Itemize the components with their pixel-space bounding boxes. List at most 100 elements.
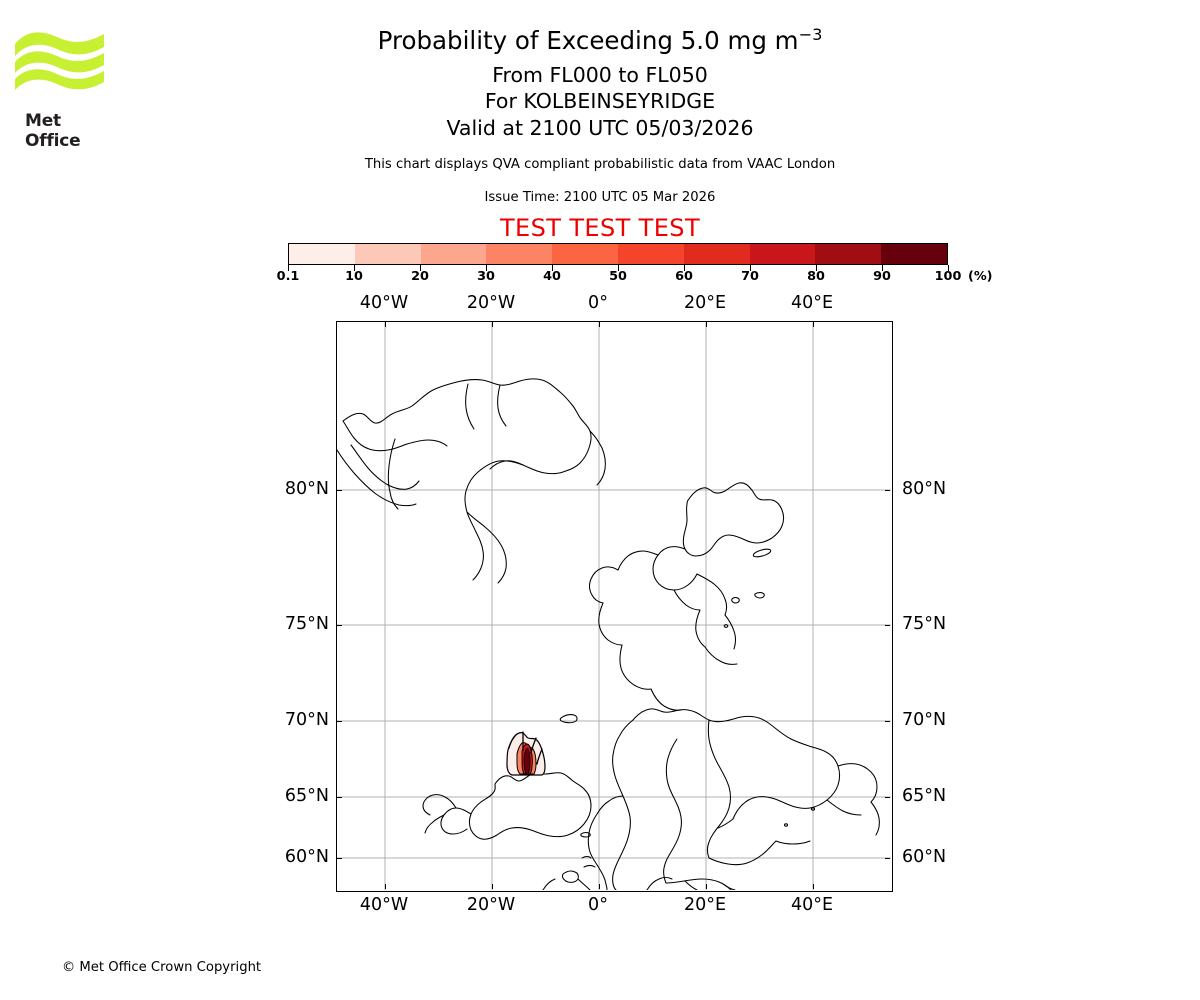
coastline-greenland xyxy=(337,378,606,584)
lon-label-bottom-2: 0° xyxy=(588,895,608,915)
colorbar-tick-50 xyxy=(618,265,619,271)
axis-tick xyxy=(337,797,342,798)
colorbar-tick-90 xyxy=(882,265,883,271)
colorbar-band-7 xyxy=(749,244,816,264)
lat-label-right-0: 80°N xyxy=(902,479,947,499)
axis-tick xyxy=(885,490,890,491)
axis-tick xyxy=(337,721,342,722)
colorbar-label-30: 30 xyxy=(477,269,495,284)
axis-tick xyxy=(337,625,342,626)
colorbar-band-2 xyxy=(420,244,487,264)
colorbar-band-0 xyxy=(289,244,355,264)
axis-tick xyxy=(599,322,600,327)
lat-label-left-4: 60°N xyxy=(284,847,329,867)
lat-label-right-3: 65°N xyxy=(902,786,947,806)
colorbar-tick-30 xyxy=(486,265,487,271)
lon-label-top-2: 0° xyxy=(588,293,608,313)
axis-tick xyxy=(492,322,493,327)
map-plot-area xyxy=(336,321,893,892)
colorbar-band-8 xyxy=(815,244,882,264)
colorbar-tick-60 xyxy=(684,265,685,271)
lon-label-bottom-1: 20°W xyxy=(466,895,516,915)
qva-compliance-note: This chart displays QVA compliant probab… xyxy=(364,157,836,172)
colorbar-label-50: 50 xyxy=(609,269,627,284)
colorbar-tick-labels: 0.1 10 20 30 40 50 60 70 80 90 100 xyxy=(238,269,998,289)
colorbar-label-0.1: 0.1 xyxy=(276,269,300,284)
axis-tick xyxy=(885,721,890,722)
lon-label-top-0: 40°W xyxy=(359,293,409,313)
lon-label-top-1: 20°W xyxy=(466,293,516,313)
volcano-subtitle: For KOLBEINSEYRIDGE xyxy=(484,89,716,113)
colorbar-tick-70 xyxy=(750,265,751,271)
coastline-iceland xyxy=(422,772,592,840)
lat-label-left-0: 80°N xyxy=(284,479,329,499)
colorbar-ticks xyxy=(288,265,949,273)
axis-tick xyxy=(813,322,814,327)
colorbar-label-10: 10 xyxy=(345,269,363,284)
axis-tick xyxy=(813,884,814,889)
axis-tick xyxy=(337,858,342,859)
lon-label-bottom-4: 40°E xyxy=(790,895,834,915)
axis-tick xyxy=(385,322,386,327)
axis-tick xyxy=(885,858,890,859)
flight-level-subtitle: From FL000 to FL050 xyxy=(492,63,708,87)
lat-label-right-4: 60°N xyxy=(902,847,947,867)
coastline-scandinavia xyxy=(587,708,880,890)
colorbar-band-6 xyxy=(683,244,750,264)
axis-tick xyxy=(885,797,890,798)
colorbar-label-70: 70 xyxy=(741,269,759,284)
logo-waves-icon xyxy=(15,32,104,90)
colorbar-tick-100 xyxy=(948,265,949,271)
valid-time-subtitle: Valid at 2100 UTC 05/03/2026 xyxy=(446,116,754,140)
lon-label-top-3: 20°E xyxy=(683,293,727,313)
logo-wordmark: Met Office xyxy=(25,111,81,151)
axis-tick xyxy=(885,625,890,626)
axis-tick xyxy=(706,884,707,889)
page-title: Probability of Exceeding 5.0 mg m−3 xyxy=(150,25,1050,56)
colorbar-tick-80 xyxy=(816,265,817,271)
axis-tick xyxy=(385,884,386,889)
lon-label-bottom-3: 20°E xyxy=(683,895,727,915)
title-text: Probability of Exceeding 5.0 mg m xyxy=(377,26,799,56)
colorbar-tick-10 xyxy=(354,265,355,271)
colorbar-tick-20 xyxy=(420,265,421,271)
lat-label-left-2: 70°N xyxy=(284,710,329,730)
axis-tick xyxy=(599,884,600,889)
colorbar-band-1 xyxy=(354,244,421,264)
colorbar-label-90: 90 xyxy=(873,269,891,284)
copyright-notice: © Met Office Crown Copyright xyxy=(62,960,262,975)
map-coastlines xyxy=(337,322,891,890)
colorbar-tick-40 xyxy=(552,265,553,271)
colorbar-gradient xyxy=(288,243,948,265)
coastline-british-isles xyxy=(542,864,596,890)
axis-tick xyxy=(337,490,342,491)
coastline-svalbard xyxy=(589,482,785,711)
probability-colorbar xyxy=(288,243,948,265)
map-gridlines xyxy=(337,322,891,890)
colorbar-label-60: 60 xyxy=(675,269,693,284)
coastline-small-islands xyxy=(559,624,729,859)
colorbar-label-20: 20 xyxy=(411,269,429,284)
coastline-baltic xyxy=(646,876,736,890)
lat-label-left-1: 75°N xyxy=(284,614,329,634)
lat-label-left-3: 65°N xyxy=(284,786,329,806)
colorbar-band-9 xyxy=(881,244,947,264)
colorbar-band-5 xyxy=(617,244,684,264)
ash-probability-plume xyxy=(506,731,546,776)
colorbar-unit-label: (%) xyxy=(968,269,993,284)
lat-label-right-2: 70°N xyxy=(902,710,947,730)
lon-label-bottom-0: 40°W xyxy=(359,895,409,915)
colorbar-band-3 xyxy=(486,244,553,264)
lon-label-top-4: 40°E xyxy=(790,293,834,313)
colorbar-label-80: 80 xyxy=(807,269,825,284)
title-exponent: −3 xyxy=(798,25,823,44)
axis-tick xyxy=(706,322,707,327)
colorbar-label-100: 100 xyxy=(934,269,962,284)
test-banner: TEST TEST TEST xyxy=(499,214,700,242)
lat-label-right-1: 75°N xyxy=(902,614,947,634)
colorbar-tick-0.1 xyxy=(288,265,289,271)
colorbar-band-4 xyxy=(552,244,618,264)
issue-time-label: Issue Time: 2100 UTC 05 Mar 2026 xyxy=(484,190,716,205)
met-office-logo: Met Office xyxy=(12,22,122,151)
